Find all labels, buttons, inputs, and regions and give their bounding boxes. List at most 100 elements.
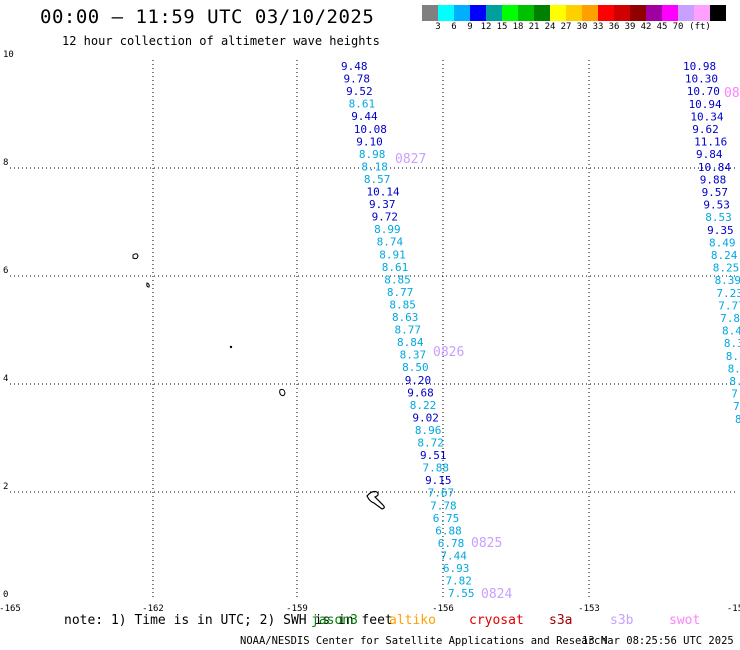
swh-value: 9.37	[369, 198, 396, 211]
colorbar-swatch	[646, 5, 662, 21]
island-outline	[229, 345, 233, 349]
swh-value: 8.85	[389, 298, 416, 311]
colorbar-label: 18	[512, 22, 524, 32]
swh-value: 7.78	[430, 499, 457, 512]
swh-value: 6.78	[438, 537, 465, 550]
swh-value: 9.72	[372, 211, 399, 224]
swh-value: 9.62	[692, 123, 719, 136]
swh-value: 8.49	[709, 236, 736, 249]
swh-value: 8.72	[417, 437, 444, 450]
swh-value: 7.88	[423, 462, 450, 475]
island-outline	[132, 253, 139, 260]
island-outline	[366, 490, 385, 510]
colorbar-swatch	[678, 5, 694, 21]
map-grid	[10, 60, 735, 600]
legend-item-altiko: altiko	[389, 613, 436, 628]
y-tick-label: 10	[3, 50, 14, 60]
swh-value: 8.3	[724, 337, 740, 350]
swh-value: 9.20	[405, 374, 432, 387]
colorbar-label: 36	[608, 22, 620, 32]
colorbar-label: 3	[435, 22, 441, 32]
colorbar-label: 27	[560, 22, 572, 32]
x-tick-label: -153	[578, 604, 600, 614]
swh-value: 10.14	[366, 186, 399, 199]
y-tick-label: 2	[3, 482, 8, 492]
colorbar-label: 39	[624, 22, 636, 32]
swh-value: 8.57	[364, 173, 391, 186]
swh-value: 8.98	[359, 148, 386, 161]
colorbar-label: 42	[640, 22, 652, 32]
colorbar-label: 15	[496, 22, 508, 32]
pass-time-label: 0826	[433, 345, 464, 360]
swh-value: 6.88	[435, 524, 462, 537]
swh-value: 8.25	[713, 262, 740, 275]
swh-value: 9.78	[344, 73, 371, 86]
swh-value: 8	[735, 413, 740, 426]
colorbar-swatch	[454, 5, 470, 21]
swh-value: 10.98	[683, 60, 716, 73]
colorbar-swatch	[662, 5, 678, 21]
swh-value: 8.50	[402, 361, 429, 374]
swh-value: 8.77	[387, 286, 414, 299]
colorbar-swatch	[534, 5, 550, 21]
island-outline	[146, 282, 150, 288]
footer-note: note: 1) Time is in UTC; 2) SWH is in fe…	[64, 613, 393, 628]
swh-value: 11.16	[694, 136, 727, 149]
x-tick-label: -156	[432, 604, 454, 614]
pass-time-label: 0824	[481, 587, 512, 602]
swh-value: 8.74	[377, 236, 404, 249]
swh-value: 10.08	[354, 123, 387, 136]
altimeter-track-left: 9.489.789.528.619.4410.089.108.988.188.5…	[341, 60, 475, 600]
pass-time-label: 08	[724, 86, 740, 101]
legend-item-jason3: jason3	[311, 613, 358, 628]
swh-value: 9.10	[356, 135, 383, 148]
colorbar-label: 12	[480, 22, 492, 32]
swh-value: 10.30	[685, 73, 718, 86]
colorbar-swatch	[470, 5, 486, 21]
colorbar-label: 45	[656, 22, 668, 32]
colorbar-swatch	[582, 5, 598, 21]
swh-value: 8.4	[722, 325, 740, 338]
swh-value: 8.37	[400, 349, 427, 362]
colorbar-swatch	[598, 5, 614, 21]
swh-value: 8.18	[361, 160, 388, 173]
swh-value: 7.55	[448, 587, 475, 600]
y-tick-label: 8	[3, 158, 8, 168]
pass-time-label: 0827	[395, 152, 426, 167]
swh-value: 9.02	[412, 411, 439, 424]
colorbar-swatch	[566, 5, 582, 21]
colorbar-label: (ft)	[689, 22, 711, 32]
legend-item-s3a: s3a	[549, 613, 573, 628]
colorbar-label: 21	[528, 22, 540, 32]
swh-value: 8.61	[382, 261, 409, 274]
legend-item-cryosat: cryosat	[469, 613, 524, 628]
pass-time-label: 0825	[471, 536, 502, 551]
colorbar-swatch	[438, 5, 454, 21]
swh-value: 9.68	[407, 386, 434, 399]
swh-value: 7.8	[720, 312, 740, 325]
swh-value: 9.88	[700, 173, 727, 186]
swh-value: 9.15	[425, 474, 452, 487]
swh-value: 8.	[728, 362, 740, 375]
island-outlines	[132, 253, 385, 510]
swh-value: 8.84	[397, 336, 424, 349]
swh-value: 6.93	[443, 562, 470, 575]
swh-value: 9.48	[341, 60, 368, 73]
swh-value: 8.	[729, 375, 740, 388]
swh-value: 7.44	[440, 549, 467, 562]
swh-value: 7	[733, 400, 740, 413]
swh-value: 9.53	[703, 199, 730, 212]
colorbar-swatch	[502, 5, 518, 21]
y-tick-label: 4	[3, 374, 8, 384]
altimeter-track-right: 10.9810.3010.7010.9410.349.6211.169.8410…	[683, 60, 740, 426]
y-tick-label: 6	[3, 266, 8, 276]
colorbar-swatch	[710, 5, 726, 21]
swh-value: 6.75	[433, 512, 460, 525]
island-outline	[279, 388, 286, 397]
swh-value: 7.77	[718, 299, 740, 312]
x-tick-label: -15	[727, 604, 740, 614]
swh-value: 9.35	[707, 224, 734, 237]
map-subtitle: 12 hour collection of altimeter wave hei…	[62, 34, 380, 48]
swh-value: 10.34	[690, 110, 723, 123]
